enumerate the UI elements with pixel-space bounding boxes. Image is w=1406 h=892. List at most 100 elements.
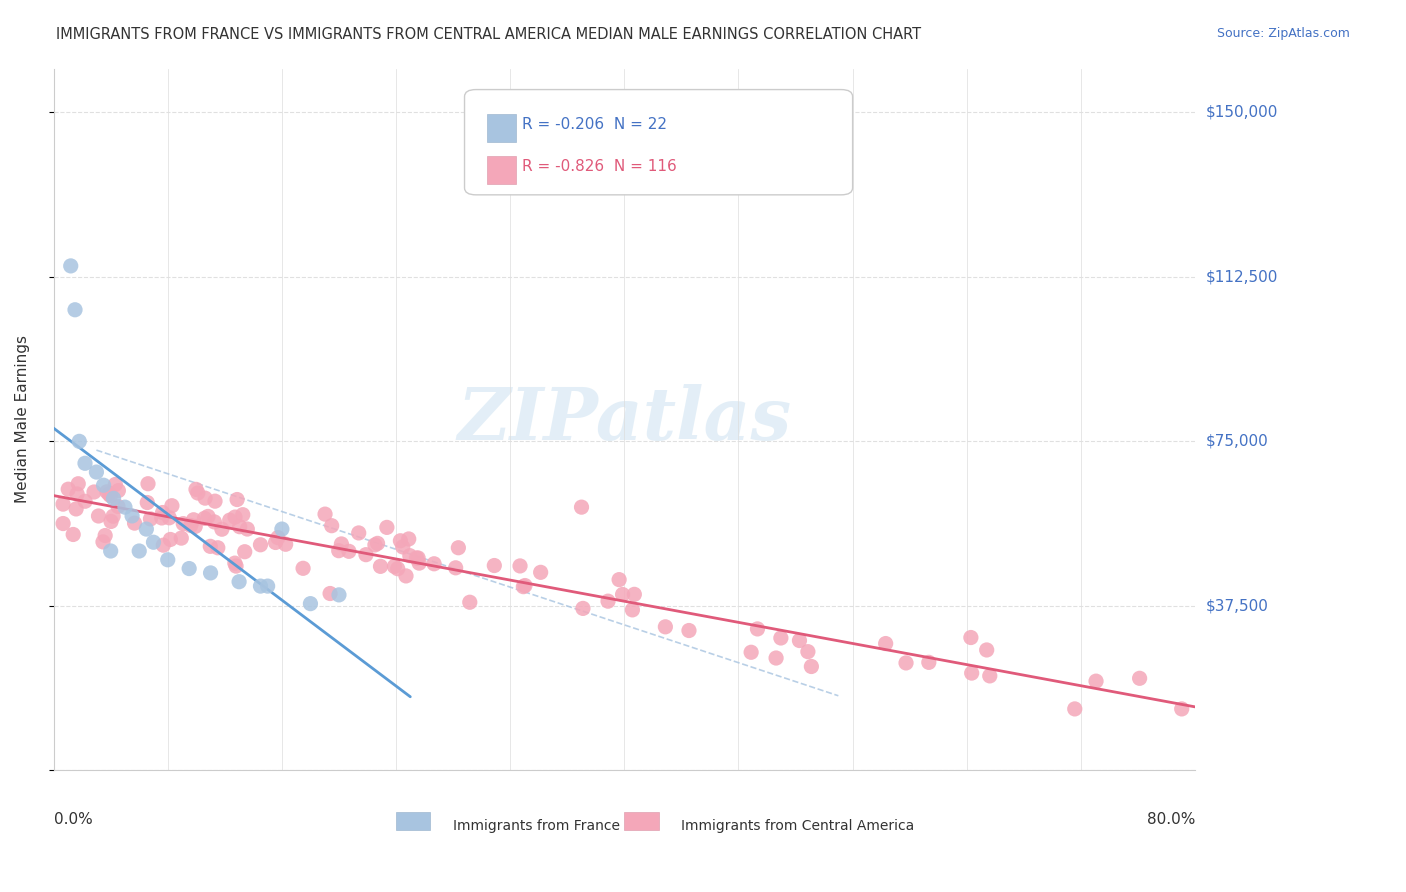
Point bbox=[156, 553, 179, 567]
Point bbox=[894, 656, 917, 670]
Point bbox=[100, 544, 122, 558]
Text: Immigrants from France: Immigrants from France bbox=[453, 820, 620, 833]
Point bbox=[59, 259, 82, 273]
Point bbox=[408, 556, 430, 570]
Point bbox=[960, 631, 983, 645]
Point bbox=[187, 486, 209, 500]
Point bbox=[86, 465, 108, 479]
Point bbox=[73, 494, 96, 508]
Point bbox=[73, 456, 96, 470]
Point bbox=[797, 645, 820, 659]
Point bbox=[1129, 671, 1152, 685]
Point bbox=[1085, 674, 1108, 689]
Point bbox=[398, 532, 420, 546]
Text: Immigrants from Central America: Immigrants from Central America bbox=[682, 820, 915, 833]
Point bbox=[100, 489, 122, 503]
Point bbox=[740, 645, 762, 659]
Point bbox=[98, 487, 121, 501]
Text: $112,500: $112,500 bbox=[1206, 269, 1278, 285]
Point bbox=[513, 578, 536, 592]
Point bbox=[232, 508, 254, 522]
Point bbox=[236, 522, 259, 536]
Bar bbox=[488, 114, 516, 142]
Point bbox=[328, 543, 350, 558]
Text: R = -0.826  N = 116: R = -0.826 N = 116 bbox=[522, 160, 676, 174]
Point bbox=[398, 549, 420, 563]
Point bbox=[62, 527, 84, 541]
Point bbox=[292, 561, 315, 575]
Point bbox=[249, 538, 271, 552]
Point bbox=[607, 573, 630, 587]
Point bbox=[389, 533, 412, 548]
Text: IMMIGRANTS FROM FRANCE VS IMMIGRANTS FROM CENTRAL AMERICA MEDIAN MALE EARNINGS C: IMMIGRANTS FROM FRANCE VS IMMIGRANTS FRO… bbox=[56, 27, 921, 42]
Text: 0.0%: 0.0% bbox=[53, 813, 93, 828]
Point bbox=[406, 551, 429, 566]
Point bbox=[139, 512, 162, 526]
Point bbox=[654, 620, 676, 634]
Point bbox=[180, 518, 202, 533]
Point bbox=[142, 535, 165, 549]
Point bbox=[370, 559, 392, 574]
Bar bbox=[396, 813, 430, 830]
Point bbox=[765, 651, 787, 665]
Point bbox=[330, 537, 353, 551]
Text: $75,000: $75,000 bbox=[1206, 434, 1268, 449]
Point bbox=[875, 636, 897, 650]
Point bbox=[160, 499, 183, 513]
Point bbox=[135, 522, 157, 536]
Point bbox=[484, 558, 506, 573]
Point bbox=[621, 603, 644, 617]
Point bbox=[447, 541, 470, 555]
Point bbox=[769, 631, 792, 645]
Text: ZIPatlas: ZIPatlas bbox=[457, 384, 792, 455]
Point bbox=[226, 492, 249, 507]
Point bbox=[623, 587, 645, 601]
Point bbox=[91, 535, 114, 549]
Text: R = -0.206  N = 22: R = -0.206 N = 22 bbox=[522, 117, 666, 132]
Point bbox=[319, 586, 342, 600]
Point bbox=[233, 545, 256, 559]
Point bbox=[58, 482, 80, 496]
Point bbox=[93, 478, 115, 492]
Point bbox=[423, 557, 446, 571]
Point bbox=[170, 531, 193, 545]
Point bbox=[202, 515, 225, 529]
Point bbox=[104, 477, 127, 491]
Point bbox=[107, 483, 129, 498]
Point bbox=[67, 434, 90, 449]
Point bbox=[136, 476, 159, 491]
Point bbox=[789, 633, 811, 648]
Point bbox=[270, 522, 292, 536]
Point bbox=[596, 594, 619, 608]
Point bbox=[444, 561, 467, 575]
Point bbox=[328, 588, 350, 602]
Point bbox=[299, 597, 322, 611]
Point bbox=[211, 522, 233, 536]
Point bbox=[184, 483, 207, 497]
Text: $150,000: $150,000 bbox=[1206, 105, 1278, 120]
Point bbox=[314, 507, 336, 521]
Point bbox=[571, 500, 593, 515]
Point bbox=[66, 487, 89, 501]
Point bbox=[976, 643, 998, 657]
Point bbox=[572, 601, 595, 615]
Point bbox=[87, 508, 110, 523]
Point bbox=[458, 595, 481, 609]
Y-axis label: Median Male Earnings: Median Male Earnings bbox=[15, 335, 30, 503]
Point bbox=[384, 559, 406, 574]
Point bbox=[194, 491, 217, 505]
Point bbox=[918, 656, 941, 670]
Point bbox=[128, 544, 150, 558]
Point bbox=[347, 525, 370, 540]
Point bbox=[200, 566, 222, 580]
Point bbox=[63, 302, 86, 317]
Point bbox=[512, 580, 534, 594]
Point bbox=[800, 659, 823, 673]
Point bbox=[224, 510, 246, 524]
Point bbox=[1170, 702, 1192, 716]
Point bbox=[83, 485, 105, 500]
Point bbox=[224, 556, 246, 570]
Point bbox=[747, 622, 769, 636]
Point bbox=[364, 538, 387, 552]
Point bbox=[184, 519, 207, 533]
